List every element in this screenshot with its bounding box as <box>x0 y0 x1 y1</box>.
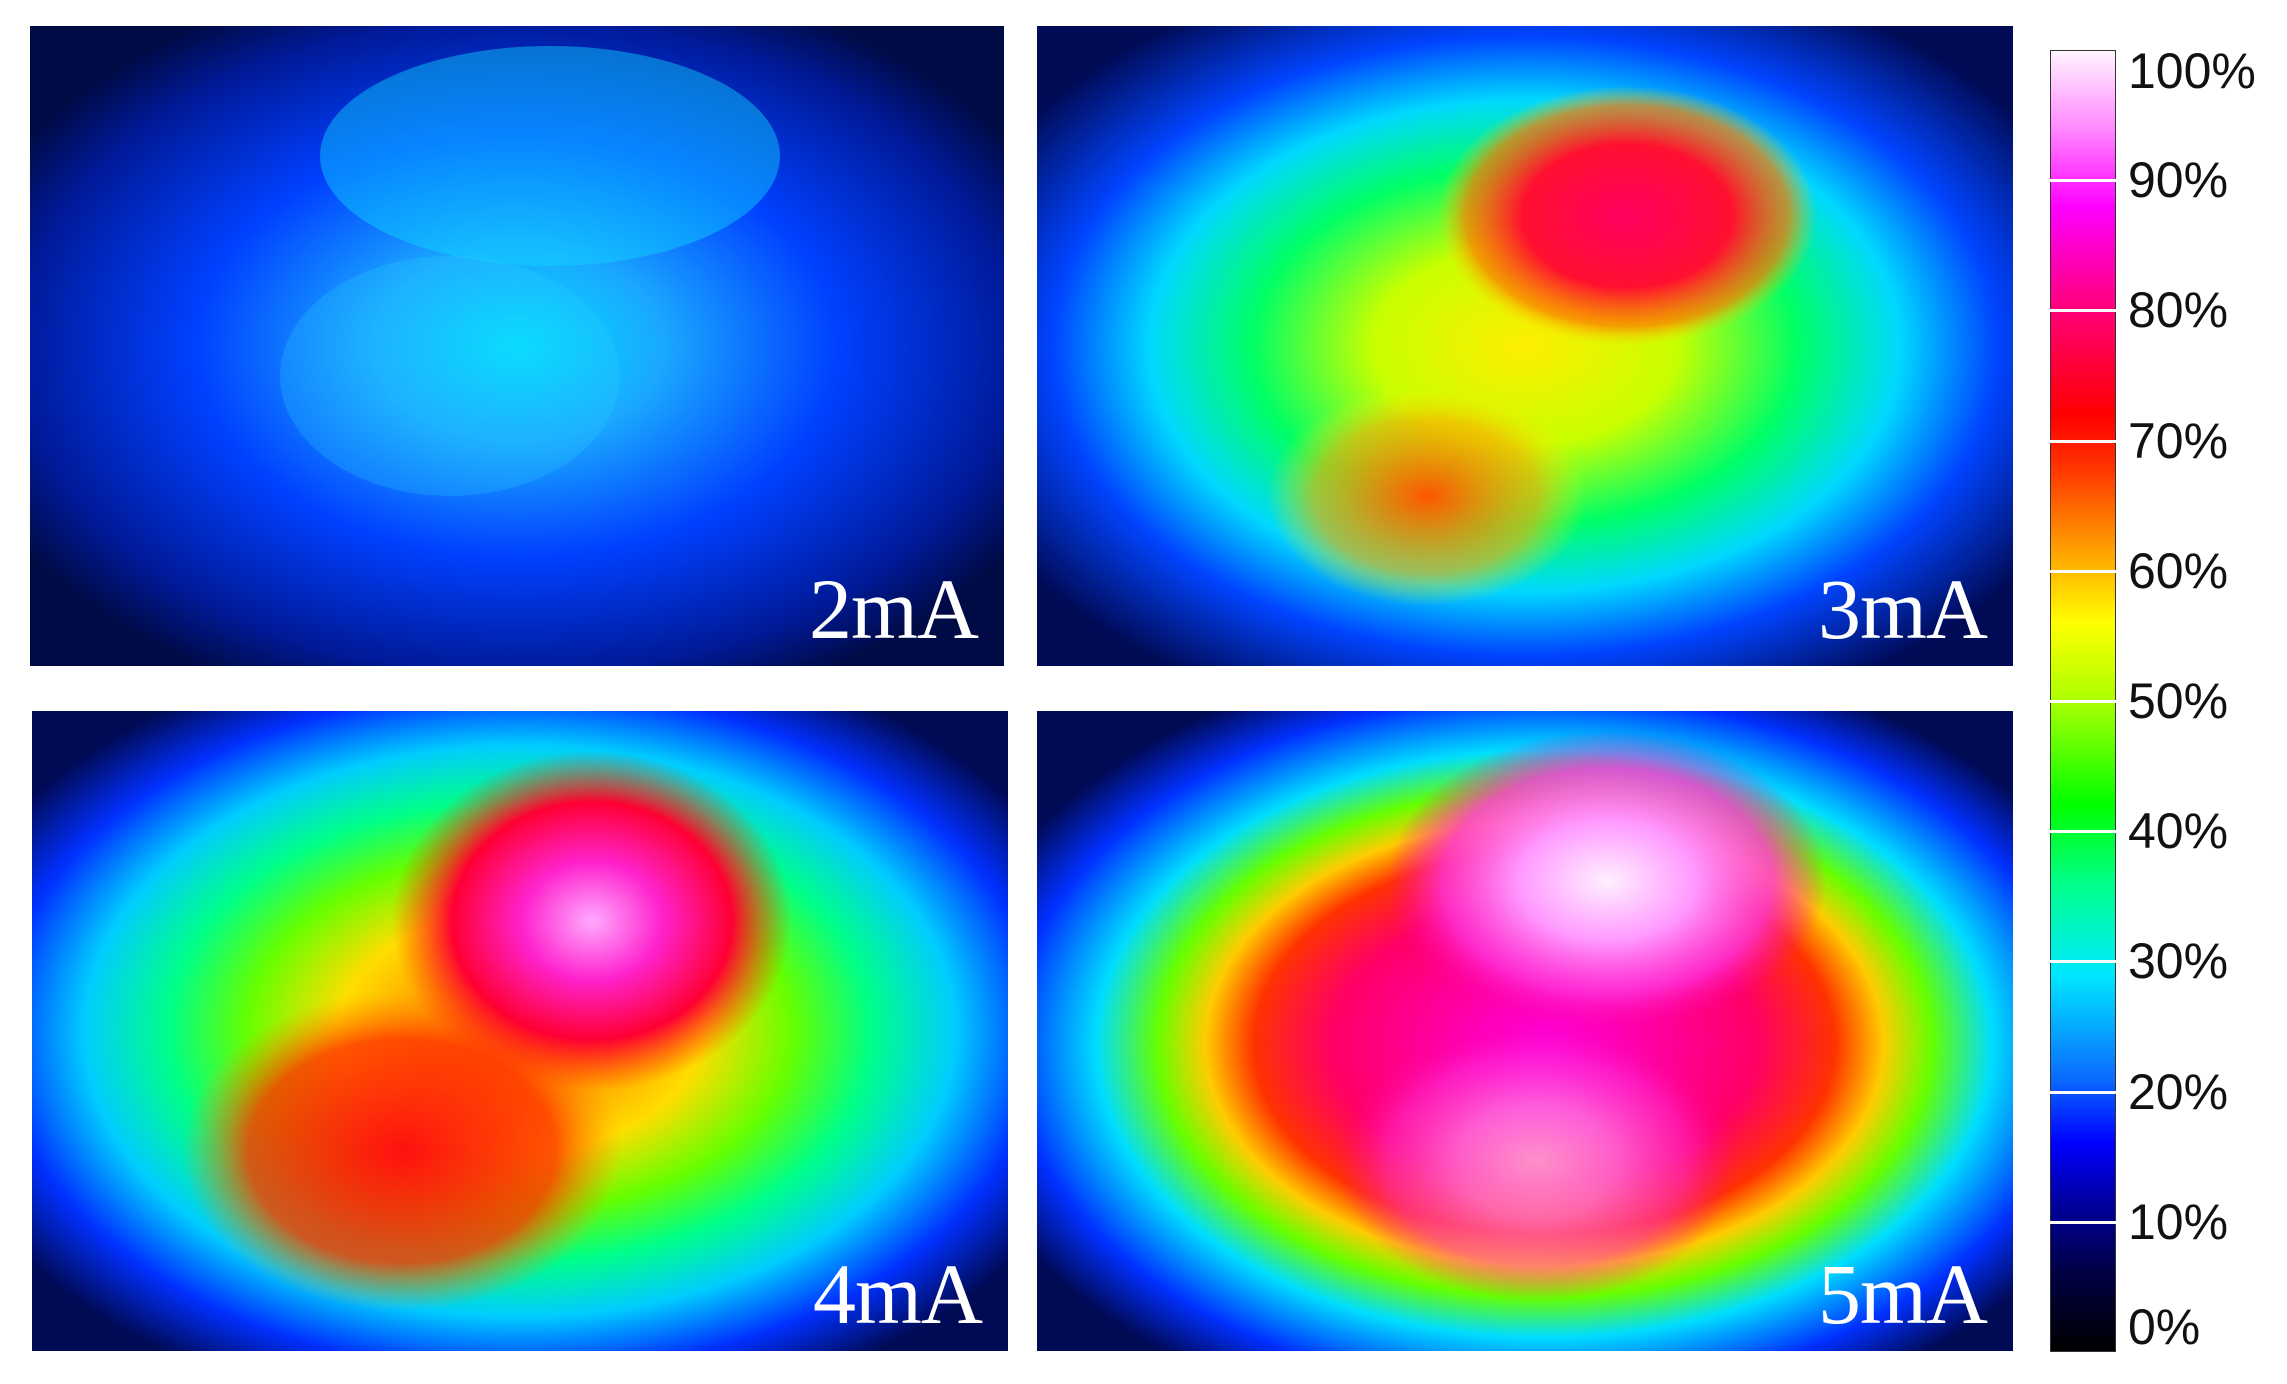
colorbar-tick-label: 80% <box>2128 282 2229 339</box>
colorbar-tick-label: 30% <box>2128 933 2229 990</box>
image-panel-5ma: 5mA <box>1037 711 2013 1351</box>
panel-label: 3mA <box>1818 561 1988 657</box>
intensity-image-3ma <box>1037 26 2013 666</box>
colorbar-tick-line <box>2050 700 2116 703</box>
colorbar-tick-line <box>2050 439 2116 443</box>
image-panel-4ma: 4mA <box>32 711 1008 1351</box>
intensity-image-5ma <box>1037 711 2013 1351</box>
intensity-image-4ma <box>32 711 1008 1351</box>
colorbar-tick-label: 90% <box>2128 152 2229 209</box>
colorbar-tick-line <box>2050 309 2116 313</box>
colorbar-tick-label: 60% <box>2128 542 2229 599</box>
colorbar-tick-label: 100% <box>2128 43 2256 99</box>
colorbar-tick-line <box>2050 830 2116 834</box>
intensity-image-2ma <box>30 26 1004 666</box>
colorbar-tick-line <box>2050 1220 2116 1224</box>
colorbar-tick-line <box>2050 1090 2116 1094</box>
image-panel-3ma: 3mA <box>1037 26 2013 666</box>
colorbar-tick-label: 10% <box>2128 1193 2229 1250</box>
colorbar-tick-line <box>2050 179 2116 183</box>
colorbar-tick-line <box>2050 960 2116 964</box>
colorbar-tick-label: 50% <box>2128 673 2229 729</box>
colorbar-tick-label: 70% <box>2128 412 2229 469</box>
panel-label: 2mA <box>809 561 979 657</box>
panel-label: 4mA <box>813 1246 983 1342</box>
image-panel-2ma: 2mA <box>30 26 1004 666</box>
colorbar-tick-label: 40% <box>2128 803 2229 860</box>
colorbar-tick-label: 20% <box>2128 1063 2229 1120</box>
panel-label: 5mA <box>1818 1246 1988 1342</box>
colorbar-tick-line <box>2050 569 2116 573</box>
colorbar-tick-label: 0% <box>2128 1299 2201 1355</box>
